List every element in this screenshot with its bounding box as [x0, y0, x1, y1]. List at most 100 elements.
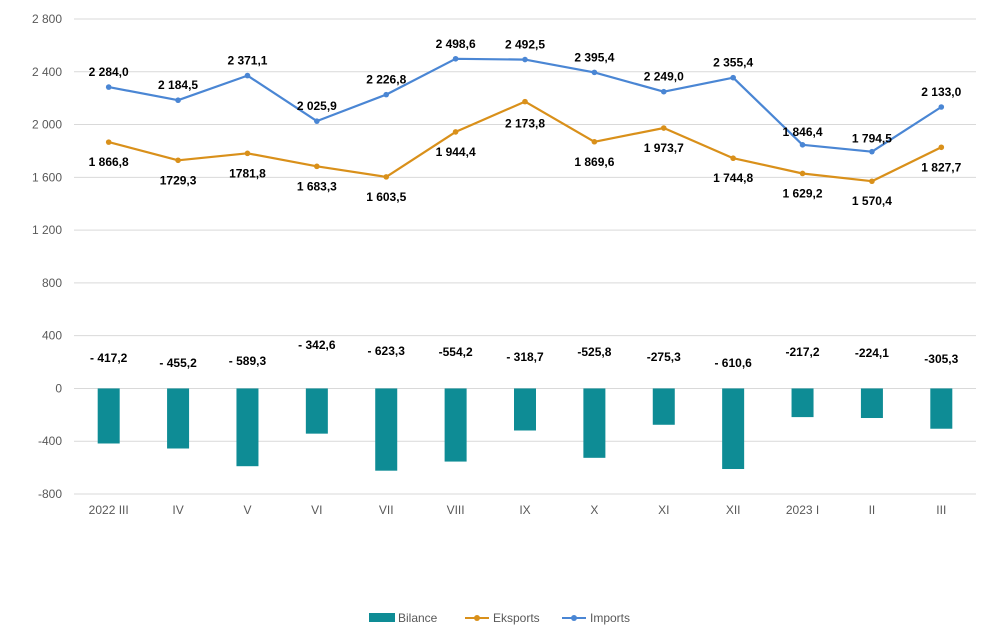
imports-data-label: 2 498,6	[436, 37, 476, 51]
x-tick-label: VII	[379, 503, 394, 517]
bilance-bar	[375, 388, 398, 471]
imports-point	[244, 72, 251, 79]
bilance-bar	[860, 388, 883, 419]
eksports-point	[938, 144, 945, 151]
y-tick-label: -400	[38, 434, 62, 448]
eksports-point	[799, 170, 806, 177]
y-tick-label: 1 600	[32, 170, 62, 184]
eksports-point	[175, 157, 181, 164]
bilance-data-label: - 318,7	[506, 350, 544, 364]
eksports-data-label: 1781,8	[229, 166, 266, 180]
eksports-point	[660, 125, 667, 131]
bilance-bar	[583, 388, 606, 458]
legend-marker	[571, 615, 577, 621]
bilance-bar	[444, 388, 467, 462]
eksports-point	[522, 98, 528, 105]
y-tick-label: 0	[55, 381, 62, 395]
eksports-point	[383, 174, 390, 180]
legend-label: Imports	[590, 611, 630, 625]
legend-item-eksports: Eksports	[465, 611, 540, 625]
imports-data-label: 2 395,4	[574, 50, 614, 64]
legend-label: Eksports	[493, 611, 540, 625]
x-tick-label: VIII	[447, 503, 465, 517]
bilance-data-label: - 589,3	[229, 354, 267, 368]
eksports-data-label: 1 570,4	[852, 194, 892, 208]
eksports-data-label: 1729,3	[160, 173, 197, 187]
imports-point	[105, 84, 112, 90]
imports-point	[383, 91, 390, 98]
bilance-data-label: - 342,6	[298, 338, 336, 352]
y-axis: -800 -400 0 400 800 1 200 1 600 2 000 2 400 2 800	[32, 12, 62, 501]
eksports-point	[591, 138, 598, 145]
eksports-data-label: 1 603,5	[366, 190, 406, 204]
eksports-point	[869, 178, 875, 185]
imports-point	[938, 104, 945, 110]
imports-point	[730, 74, 736, 81]
x-tick-label: X	[590, 503, 598, 517]
imports-data-label: 2 371,1	[227, 54, 267, 68]
bilance-data-label: - 623,3	[368, 344, 406, 358]
x-tick-label: IX	[519, 503, 530, 517]
y-tick-label: 2 000	[32, 118, 62, 132]
imports-data-label: 2 025,9	[297, 99, 337, 113]
eksports-data-label: 1 973,7	[644, 141, 684, 155]
eksports-point	[314, 163, 320, 170]
bilance-data-label: - 417,2	[90, 351, 128, 365]
x-tick-label: VI	[311, 503, 322, 517]
bilance-data-label: -275,3	[647, 350, 681, 364]
x-tick-label: II	[869, 503, 876, 517]
line-series	[105, 55, 945, 185]
bilance-bar	[722, 388, 745, 470]
eksports-point	[730, 155, 736, 162]
imports-point	[522, 56, 528, 63]
imports-data-label: 2 284,0	[89, 65, 129, 79]
bilance-bar	[97, 388, 120, 444]
bilance-bar	[305, 388, 328, 434]
bilance-data-label: - 455,2	[159, 356, 197, 370]
imports-point	[452, 55, 459, 62]
eksports-data-label: 1 869,6	[574, 155, 614, 169]
legend-marker	[474, 615, 480, 621]
x-tick-label: 2023 I	[786, 503, 819, 517]
bilance-bar	[514, 388, 536, 431]
data-labels: 2 284,0 2 184,5 2 371,1 2 025,9 2 226,8 2 498…	[89, 37, 962, 370]
legend-label: Bilance	[398, 611, 438, 625]
eksports-data-label: 1 744,8	[713, 171, 753, 185]
imports-data-label: 1 794,5	[852, 132, 892, 146]
x-tick-label: XII	[726, 503, 741, 517]
imports-point	[799, 142, 806, 148]
x-tick-label: 2022 III	[89, 503, 129, 517]
y-tick-label: -800	[38, 487, 62, 501]
bilance-data-label: -554,2	[439, 345, 473, 359]
eksports-point	[452, 129, 459, 135]
bilance-data-label: - 610,6	[714, 356, 752, 370]
imports-point	[660, 88, 667, 95]
bilance-bar	[652, 388, 675, 425]
bilance-bar	[791, 388, 814, 418]
eksports-point	[105, 139, 112, 145]
imports-data-label: 2 249,0	[644, 70, 684, 84]
x-tick-label: III	[936, 503, 946, 517]
y-tick-label: 2 400	[32, 65, 62, 79]
imports-point	[869, 148, 875, 155]
imports-point	[314, 118, 320, 124]
eksports-data-label: 1 827,7	[921, 160, 961, 174]
x-tick-label: V	[243, 503, 251, 517]
imports-data-label: 2 184,5	[158, 78, 198, 92]
imports-data-label: 2 133,0	[921, 85, 961, 99]
bilance-bar	[236, 388, 259, 467]
y-tick-label: 800	[42, 276, 62, 290]
eksports-data-label: 1 683,3	[297, 179, 337, 193]
imports-data-label: 2 226,8	[366, 73, 406, 87]
eksports-data-label: 1 629,2	[783, 186, 823, 200]
bilance-data-label: -217,2	[786, 345, 820, 359]
imports-point	[591, 69, 598, 76]
eksports-data-label: 2 173,8	[505, 117, 545, 131]
bilance-data-label: -525,8	[577, 345, 611, 359]
bilance-data-label: -224,1	[855, 346, 889, 360]
y-tick-label: 2 800	[32, 12, 62, 26]
imports-point	[175, 97, 181, 104]
y-tick-label: 400	[42, 329, 62, 343]
bilance-bar	[930, 388, 953, 429]
legend-swatch	[369, 613, 395, 622]
